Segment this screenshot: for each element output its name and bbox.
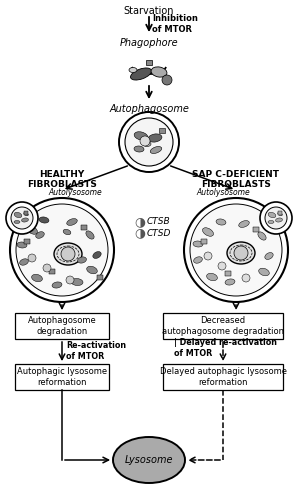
Circle shape	[218, 262, 226, 270]
Text: Lysosome: Lysosome	[125, 455, 173, 465]
Ellipse shape	[17, 242, 27, 248]
Ellipse shape	[39, 217, 49, 223]
Ellipse shape	[225, 279, 235, 285]
Ellipse shape	[87, 266, 97, 274]
Circle shape	[6, 202, 38, 234]
Text: Starvation: Starvation	[124, 6, 174, 16]
Text: Autophagosome
degradation: Autophagosome degradation	[28, 316, 96, 336]
Text: ◑: ◑	[134, 226, 145, 239]
Ellipse shape	[193, 241, 203, 247]
Circle shape	[125, 118, 173, 166]
Circle shape	[260, 202, 292, 234]
Circle shape	[28, 254, 36, 262]
Circle shape	[11, 207, 33, 229]
Text: Decreased
autophagosome degradation: Decreased autophagosome degradation	[162, 316, 284, 336]
Text: Phagophore: Phagophore	[120, 38, 178, 48]
Bar	[97, 275, 103, 280]
Circle shape	[234, 246, 248, 260]
Text: SAP C-DEFICIENT
FIBROBLASTS: SAP C-DEFICIENT FIBROBLASTS	[193, 170, 280, 190]
Ellipse shape	[32, 274, 42, 281]
Circle shape	[66, 276, 74, 284]
FancyBboxPatch shape	[15, 364, 109, 390]
Ellipse shape	[268, 220, 274, 224]
FancyBboxPatch shape	[163, 313, 283, 339]
Ellipse shape	[148, 134, 162, 142]
Ellipse shape	[67, 218, 77, 226]
Ellipse shape	[134, 132, 148, 140]
Bar	[81, 225, 87, 230]
Text: Autolysosome: Autolysosome	[196, 188, 250, 197]
Ellipse shape	[239, 220, 249, 228]
Ellipse shape	[77, 257, 86, 263]
Ellipse shape	[36, 232, 44, 238]
Ellipse shape	[71, 278, 83, 285]
Text: Re-activation
of MTOR: Re-activation of MTOR	[66, 342, 126, 360]
Text: CTSD: CTSD	[147, 228, 171, 237]
Ellipse shape	[129, 68, 137, 72]
Ellipse shape	[203, 228, 213, 236]
Circle shape	[204, 252, 212, 260]
Ellipse shape	[134, 146, 144, 152]
Ellipse shape	[14, 212, 22, 218]
Circle shape	[119, 112, 179, 172]
Bar	[225, 271, 231, 276]
Ellipse shape	[259, 268, 269, 276]
Text: HEALTHY
FIBROBLASTS: HEALTHY FIBROBLASTS	[27, 170, 97, 190]
Text: Autolysosome: Autolysosome	[48, 188, 102, 197]
Ellipse shape	[276, 218, 283, 222]
Circle shape	[190, 204, 282, 296]
FancyBboxPatch shape	[15, 313, 109, 339]
Ellipse shape	[24, 212, 28, 216]
Ellipse shape	[21, 218, 29, 222]
Ellipse shape	[268, 212, 276, 218]
Bar	[146, 60, 152, 65]
Ellipse shape	[86, 231, 94, 239]
Ellipse shape	[93, 252, 101, 258]
Ellipse shape	[216, 219, 226, 225]
Text: Delayed autophagic lysosome
reformation: Delayed autophagic lysosome reformation	[159, 368, 286, 386]
Text: Autophagic lysosome
reformation: Autophagic lysosome reformation	[17, 368, 107, 386]
Circle shape	[16, 204, 108, 296]
Ellipse shape	[63, 230, 71, 234]
Bar	[49, 269, 55, 274]
Ellipse shape	[227, 242, 255, 264]
Ellipse shape	[194, 257, 202, 263]
Ellipse shape	[150, 146, 162, 154]
Text: Inhibition
of MTOR: Inhibition of MTOR	[152, 14, 198, 34]
Ellipse shape	[265, 252, 273, 260]
Bar	[24, 239, 30, 244]
Ellipse shape	[143, 142, 151, 146]
FancyBboxPatch shape	[163, 364, 283, 390]
Bar	[159, 128, 165, 133]
Ellipse shape	[258, 232, 266, 240]
Ellipse shape	[52, 282, 62, 288]
Ellipse shape	[131, 68, 151, 80]
Ellipse shape	[207, 274, 217, 280]
Bar	[201, 239, 207, 244]
Ellipse shape	[230, 245, 252, 261]
Ellipse shape	[151, 67, 167, 77]
Ellipse shape	[14, 220, 20, 224]
Circle shape	[140, 136, 150, 146]
Circle shape	[43, 264, 51, 272]
Bar	[253, 227, 259, 232]
Ellipse shape	[20, 259, 28, 265]
Text: Autophagosome: Autophagosome	[109, 104, 189, 114]
Circle shape	[265, 207, 287, 229]
Bar	[278, 211, 282, 215]
Text: ◑: ◑	[134, 216, 145, 228]
Circle shape	[10, 198, 114, 302]
Ellipse shape	[27, 226, 38, 234]
Ellipse shape	[57, 246, 79, 262]
Circle shape	[162, 75, 172, 85]
Circle shape	[61, 247, 75, 261]
Circle shape	[184, 198, 288, 302]
Circle shape	[242, 274, 250, 282]
Ellipse shape	[113, 437, 185, 483]
Ellipse shape	[278, 212, 282, 216]
Text: | Delayed re-activation
of MTOR: | Delayed re-activation of MTOR	[174, 338, 277, 357]
Ellipse shape	[54, 243, 82, 265]
Text: CTSB: CTSB	[147, 218, 171, 226]
Bar	[24, 211, 28, 215]
